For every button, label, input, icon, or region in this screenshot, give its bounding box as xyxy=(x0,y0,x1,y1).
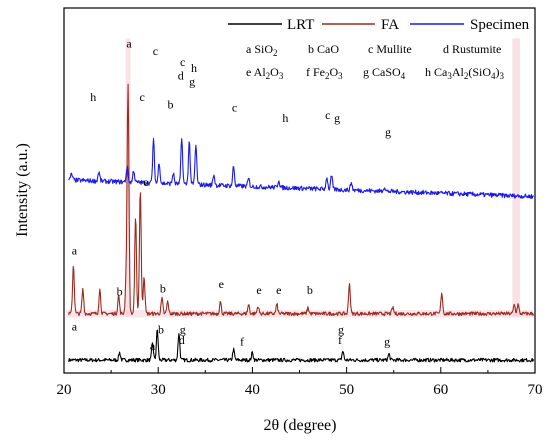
legend-label-lrt: LRT xyxy=(287,17,314,33)
peak-label: d xyxy=(178,68,184,82)
x-tick-label: 70 xyxy=(528,382,543,398)
x-axis-title: 2θ (degree) xyxy=(264,417,337,434)
series-line-lrt xyxy=(68,329,535,363)
peak-label: e xyxy=(276,283,281,297)
legend-label-fa: FA xyxy=(381,17,399,33)
x-tick-label: 40 xyxy=(245,382,260,398)
peak-label: h xyxy=(191,61,197,75)
key-item-al2o3: e Al2O3 xyxy=(246,65,284,81)
legend-label-specimen: Specimen xyxy=(470,17,530,33)
legend: LRT FA Specimen xyxy=(228,17,530,33)
peak-label: a xyxy=(72,319,78,333)
peak-label: g xyxy=(180,322,186,336)
peak-label: g xyxy=(384,335,390,349)
x-tick-label: 60 xyxy=(433,382,448,398)
phase-key: a SiO2 b CaO c Mullite d Rustumite e Al2… xyxy=(246,42,505,81)
peak-label: b xyxy=(167,97,173,111)
peak-label: b xyxy=(117,284,123,298)
peak-label: c xyxy=(325,108,330,122)
x-tick-label: 20 xyxy=(57,382,72,398)
peak-label: e xyxy=(143,175,148,189)
key-item-rustumite: d Rustumite xyxy=(443,42,501,56)
peak-label: c xyxy=(180,55,185,69)
series-line-fa xyxy=(68,83,535,317)
peak-label: c xyxy=(153,44,158,58)
fa-highlight-band xyxy=(512,38,520,317)
tick-layer: 20 30 40 50 60 70 xyxy=(57,367,543,398)
key-item-sio2: a SiO2 xyxy=(246,42,278,58)
x-tick-label: 30 xyxy=(151,382,166,398)
peak-label: g xyxy=(338,322,344,336)
peak-label: a xyxy=(72,243,78,257)
peak-label: a xyxy=(126,37,132,51)
peak-label: b xyxy=(160,281,166,295)
peak-label: c xyxy=(232,100,237,114)
key-item-mullite: c Mullite xyxy=(368,42,412,56)
key-item-ca3al2sio43: h Ca3Al2(SiO4)3 xyxy=(425,65,505,81)
peak-label: g xyxy=(385,125,391,139)
peak-label: g xyxy=(189,75,195,89)
series-line-specimen xyxy=(68,138,535,200)
fa-highlight-baseline xyxy=(65,309,534,318)
peak-label: d xyxy=(179,333,185,347)
peak-label: f xyxy=(338,333,342,347)
peak-label: c xyxy=(140,90,145,104)
y-axis-title: Intensity (a.u.) xyxy=(14,143,31,237)
key-item-fe2o3: f Fe2O3 xyxy=(306,65,343,81)
peak-label: e xyxy=(256,283,261,297)
peak-label: h xyxy=(282,111,288,125)
peak-label: e xyxy=(219,277,224,291)
peak-label: b xyxy=(307,283,313,297)
peak-label: h xyxy=(90,90,96,104)
peak-label: b xyxy=(158,322,164,336)
series-layer xyxy=(68,83,535,363)
peak-label: f xyxy=(240,335,244,349)
key-item-cao: b CaO xyxy=(308,42,339,56)
x-tick-label: 50 xyxy=(339,382,354,398)
peak-label: a xyxy=(150,339,156,353)
key-item-caso4: g CaSO4 xyxy=(363,65,406,81)
peak-label: g xyxy=(334,111,340,125)
